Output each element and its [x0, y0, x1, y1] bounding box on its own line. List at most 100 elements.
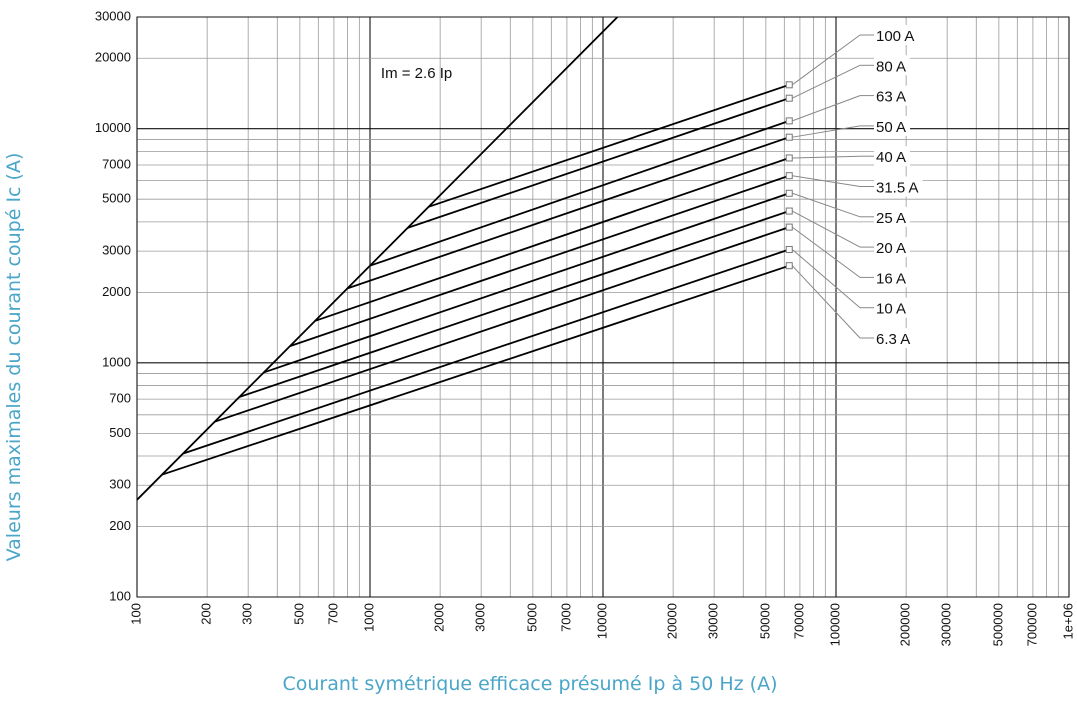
x-tick-label: 200000: [898, 603, 913, 646]
y-tick-label: 700: [109, 391, 131, 406]
x-tick-label: 700: [325, 603, 340, 625]
leader-line: [792, 125, 861, 138]
series-labels: 100 A 80 A 63 A 50 A 40 A 31.5 A 25 A 20 A 16 A 1…: [874, 25, 923, 348]
y-tick-label: 300: [109, 477, 131, 492]
series-label-bg: [874, 297, 911, 318]
series-label: 20 A: [876, 240, 906, 257]
series-label-bg: [874, 206, 911, 227]
series-end-marker: [785, 117, 793, 125]
series-end-marker: [785, 94, 793, 102]
x-tick-label: 1e+06: [1060, 603, 1075, 640]
leader-line: [792, 175, 861, 187]
x-tick-label: 500: [291, 603, 306, 625]
series-label: 80 A: [876, 58, 906, 75]
x-tick-label: 2000: [432, 603, 447, 632]
series-end-marker: [785, 189, 793, 197]
x-tick-label: 300000: [939, 603, 954, 646]
leader-line: [791, 34, 861, 86]
leader-line: [792, 192, 861, 218]
y-axis-ticks: 30000 20000 10000 7000 5000 3000 2000 1000 700 50…: [95, 8, 131, 603]
series-label-bg: [874, 237, 911, 258]
series-end-marker: [785, 245, 793, 253]
annotation-im: Im = 2.6 Ip: [381, 65, 452, 82]
series-label: 63 A: [876, 89, 906, 106]
series-line: [407, 97, 790, 229]
y-tick-label: 100: [109, 588, 131, 603]
x-tick-label: 10000: [594, 603, 609, 639]
series-end-marker: [785, 262, 793, 270]
series-end-marker: [785, 154, 793, 162]
x-tick-label: 70000: [791, 603, 806, 639]
y-tick-label: 7000: [102, 156, 131, 171]
leader-line: [792, 155, 861, 159]
leader-line: [792, 95, 861, 122]
series-label-bg: [874, 25, 919, 45]
series-line: [214, 226, 790, 423]
x-tick-label: 300: [240, 603, 255, 625]
leader-line: [791, 226, 861, 278]
x-tick-label: 100000: [827, 603, 842, 646]
series-label: 16 A: [876, 270, 906, 287]
series-line: [347, 136, 790, 290]
x-tick-label: 1000: [361, 603, 376, 632]
x-tick-label: 50000: [757, 603, 772, 639]
x-tick-label: 20000: [665, 603, 680, 639]
x-tick-label: 30000: [706, 603, 721, 639]
y-tick-label: 500: [109, 425, 131, 440]
leader-line: [791, 265, 861, 339]
series-lines: [137, 17, 790, 501]
series-label: 6.3 A: [876, 331, 910, 348]
series-line: [290, 174, 790, 347]
leader-line: [792, 64, 861, 99]
y-tick-label: 3000: [102, 243, 131, 258]
series-label: 40 A: [876, 149, 906, 166]
series-line: [428, 83, 790, 208]
series-end-marker: [785, 172, 793, 180]
series-line: [369, 120, 790, 267]
grid: [136, 16, 1070, 598]
series-line: [182, 248, 790, 455]
series-label: 25 A: [876, 210, 906, 227]
x-tick-label: 500000: [990, 603, 1005, 646]
y-tick-label: 2000: [102, 284, 131, 299]
series-end-marker: [785, 207, 793, 215]
series-label-bg: [874, 55, 911, 76]
x-tick-label: 700000: [1024, 603, 1039, 646]
leader-line: [791, 249, 861, 309]
y-tick-label: 5000: [102, 191, 131, 206]
x-tick-label: 5000: [524, 603, 539, 632]
series-end-marker: [785, 81, 793, 89]
x-tick-label: 3000: [473, 603, 488, 632]
series-end-marker: [785, 223, 793, 231]
series-end-marker: [785, 133, 793, 141]
y-axis-title: Valeurs maximales du courant coupé Ic (A…: [3, 153, 25, 562]
series-label: 100 A: [876, 28, 914, 45]
plot-frame: [136, 16, 1070, 598]
series-label-bg: [874, 115, 911, 136]
series-line: [161, 264, 790, 476]
x-axis-title: Courant symétrique efficace présumé Ip à…: [282, 673, 777, 695]
series-label-bg: [874, 85, 911, 106]
y-tick-label: 10000: [95, 120, 131, 135]
x-tick-label: 7000: [558, 603, 573, 632]
series-label-bg: [874, 267, 911, 288]
series-label-bg: [874, 328, 915, 348]
series-label: 31.5 A: [876, 180, 919, 197]
y-tick-label: 200: [109, 518, 131, 533]
x-tick-label: 200: [199, 603, 214, 625]
x-tick-label: 100: [128, 603, 143, 625]
series-line: [239, 210, 790, 398]
series-label-bg: [874, 176, 923, 197]
envelope-line: [137, 17, 619, 501]
y-tick-label: 20000: [95, 50, 131, 65]
series-label-bg: [874, 146, 911, 167]
series-label: 10 A: [876, 301, 906, 318]
leader-lines: [785, 34, 874, 339]
series-line: [263, 192, 790, 374]
series-label: 50 A: [876, 119, 906, 136]
leader-line: [792, 210, 861, 248]
y-tick-label: 1000: [102, 354, 131, 369]
series-line: [314, 157, 790, 322]
y-tick-label: 30000: [95, 8, 131, 23]
